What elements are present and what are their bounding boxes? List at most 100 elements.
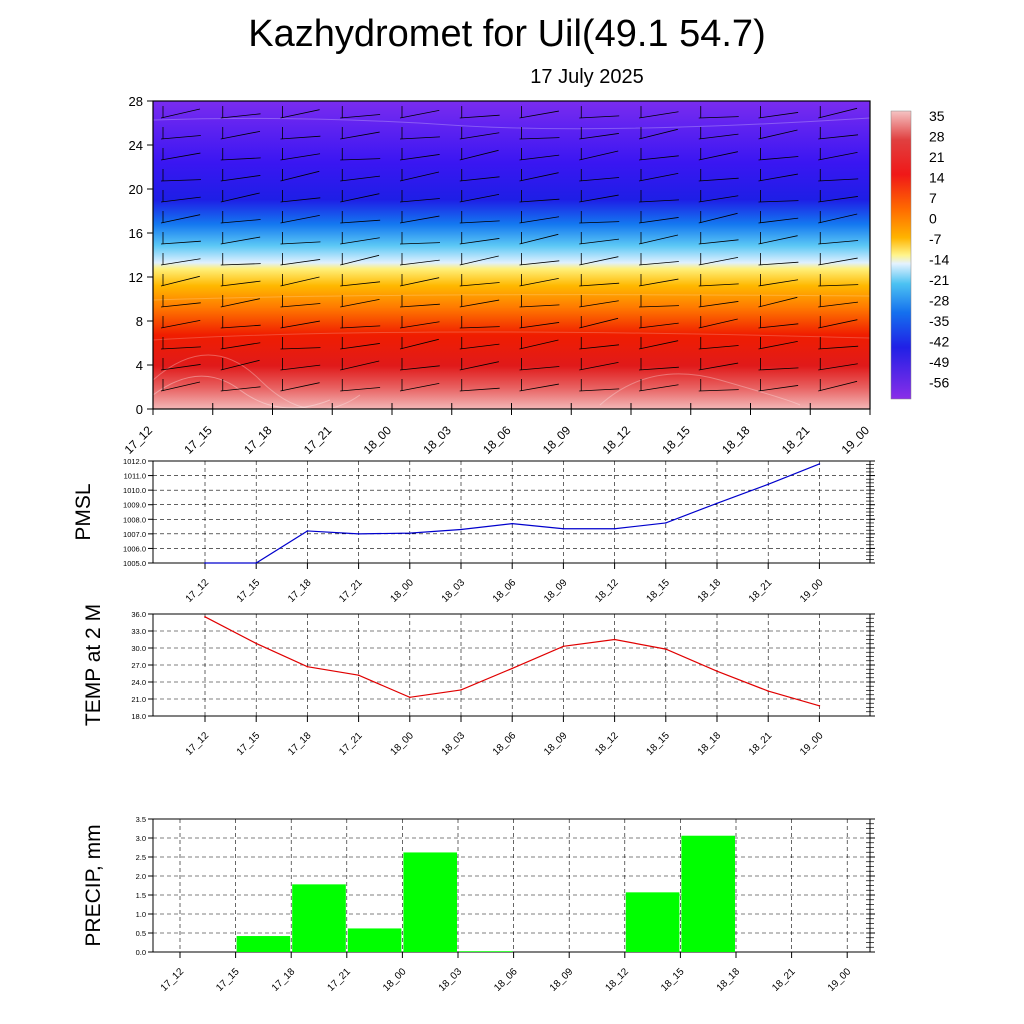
wind-barb [698, 362, 739, 371]
x-tick-label: 18_03 [440, 577, 468, 605]
wind-barb [698, 177, 739, 182]
wind-barb [579, 256, 619, 266]
precip-bar [292, 884, 346, 952]
data-point [665, 648, 667, 650]
wind-barb [818, 380, 858, 392]
wind-barb [459, 282, 500, 287]
wind-barb [758, 279, 799, 287]
data-point [613, 638, 616, 641]
y-tick-label: 1011.0 [124, 472, 146, 481]
wind-barb [459, 343, 500, 350]
colorbar-label: 21 [929, 149, 945, 165]
wind-barb [220, 324, 261, 329]
wind-barb [160, 179, 201, 182]
y-tick-label: 16 [129, 226, 143, 241]
wind-barb [160, 319, 201, 329]
y-tick-label: 1005.0 [123, 559, 146, 568]
wind-barb [280, 382, 320, 392]
y-tick-label: 0.0 [136, 948, 146, 957]
x-tick-label: 17_15 [235, 577, 263, 605]
x-tick-label: 18_21 [770, 966, 798, 994]
x-tick-label: 18_09 [542, 730, 570, 758]
x-tick-label: 17_21 [337, 577, 365, 605]
x-tick-label: 17_18 [286, 730, 314, 758]
data-point [255, 562, 257, 564]
wind-barb [280, 135, 321, 140]
colorbar-label: -21 [929, 272, 949, 288]
data-point [767, 690, 769, 692]
data-point [204, 562, 206, 564]
wind-barb [459, 220, 500, 224]
wind-barb [698, 133, 739, 140]
wind-barb [280, 153, 321, 161]
wind-barb [579, 133, 619, 140]
wind-barb [638, 234, 679, 245]
x-tick-label: 17_12 [122, 423, 156, 457]
wind-barb [758, 385, 799, 392]
wind-barb [220, 219, 261, 224]
wind-barb [280, 347, 321, 350]
wind-barb [459, 149, 499, 161]
wind-barb [340, 325, 381, 329]
colorbar-label: -42 [929, 334, 949, 350]
x-tick-label: 18_00 [361, 423, 395, 457]
colorbar-labels: 35 28 21 14 7 0 -7 -14 -21 -28 -35 -42 -49 -56 [929, 108, 949, 391]
precip-bar [403, 852, 457, 952]
wind-barb [399, 277, 440, 287]
data-point [818, 705, 821, 707]
wind-barb [160, 196, 201, 203]
precip-panel: 0.0 0.5 1.0 1.5 2.0 2.5 3.0 3.5 17_12 17_15 17_18 1… [82, 815, 875, 994]
x-tick-label: 18_15 [644, 730, 672, 758]
y-tick-label: 1.5 [136, 891, 146, 900]
colorbar-label: 14 [929, 170, 945, 186]
y-tick-label: 24.0 [131, 678, 146, 687]
data-point [255, 642, 257, 645]
y-tick-label: 20 [129, 182, 143, 197]
wind-barb [160, 346, 201, 350]
wind-barb [818, 363, 858, 371]
wind-barb [638, 217, 679, 224]
wind-barb [459, 176, 500, 182]
wind-barb [698, 151, 738, 161]
plot-frame [152, 818, 871, 953]
x-tick-label: 17_12 [159, 966, 187, 994]
wind-barb [399, 198, 440, 203]
data-point [357, 674, 360, 676]
x-tick-label: 18_03 [440, 730, 468, 758]
data-point [665, 522, 667, 524]
wind-barb [519, 277, 559, 287]
wind-barb [818, 257, 858, 266]
wind-barb [519, 339, 559, 350]
wind-barb [758, 261, 799, 266]
wind-barb [220, 130, 261, 140]
wind-barb [579, 361, 619, 371]
wind-barb [698, 389, 739, 392]
wind-barb [280, 303, 321, 308]
data-point [409, 696, 411, 699]
wind-barb [399, 136, 440, 140]
colorbar-label: 35 [929, 108, 945, 124]
wind-barb [459, 299, 500, 308]
data-point [511, 667, 513, 670]
wind-barb [579, 177, 620, 182]
y-tick-label: 2.5 [136, 853, 146, 862]
x-tick-label: 18_09 [542, 577, 570, 605]
pmsl-panel: 1005.0 1006.0 1007.0 1008.0 1009.0 1010.0 1011… [72, 457, 875, 605]
x-tick-label: 17_15 [235, 730, 263, 758]
wind-barb [698, 195, 739, 203]
wind-barb [459, 238, 500, 245]
data-point [306, 665, 309, 668]
y-tick-label: 1.0 [136, 910, 146, 919]
data-point [306, 530, 309, 532]
wind-barb [638, 261, 679, 266]
colorbar-label: 7 [929, 190, 937, 206]
x-tick-label: 18_15 [659, 966, 687, 994]
wind-barb [160, 381, 201, 392]
wind-barb [399, 338, 439, 350]
wind-barb [220, 386, 261, 392]
wind-barb [220, 157, 261, 161]
wind-barb [340, 254, 380, 266]
wind-barb [519, 137, 560, 140]
heatmap-contours [153, 117, 870, 409]
